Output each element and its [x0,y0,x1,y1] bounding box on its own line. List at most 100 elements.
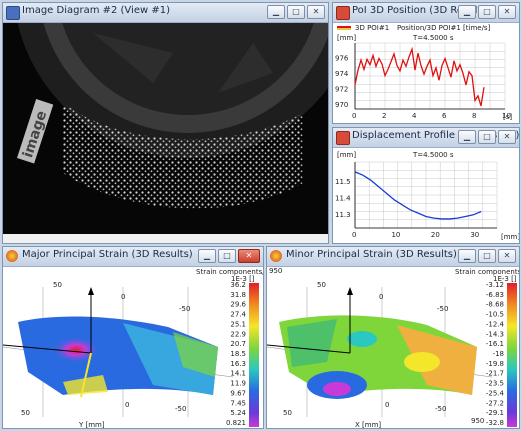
scale-unit: 1E-3 [] [493,275,517,283]
legend-marker: 3D POI#1 [355,24,389,32]
y-tick-label: 976 [335,55,349,63]
scale-label: Strain components/e3 [ [455,268,519,276]
y-tick-label: 11.5 [335,178,351,186]
minimize-button[interactable]: ▁ [458,5,476,19]
scale-tick-label: 5.24 [230,409,246,417]
axis-label: 50 [21,409,30,417]
scale-tick-label: 14.1 [230,370,246,378]
scale-tick-label: -6.83 [486,291,504,299]
image-window-titlebar[interactable]: Image Diagram #2 (View #1) ▁ □ ✕ [3,3,328,23]
axis-label: 50 [317,281,326,289]
maximize-button[interactable]: □ [287,5,305,19]
scale-tick-label: -10.5 [486,311,504,319]
axis-label: 50 [283,409,292,417]
tire-image: image [3,3,328,235]
x-axis-title: X [mm] [355,421,381,429]
poi-position-window[interactable]: PoI 3D Position (3D Results) ▁ □ ✕ 3D POI#… [332,2,520,124]
series-line [354,46,485,107]
axis-label: 950 [471,417,484,425]
x-tick-label: 4 [412,112,417,120]
displacement-line-chart: [mm] T=4.5000 s [mm] 0 10 20 30 11.3 11.4 11.5 [335,151,519,241]
disp-window-titlebar[interactable]: Displacement Profile (3D Results) ▁ □ ✕ [333,128,519,148]
scale-tick-label: -18 [493,350,504,358]
x-tick-label: 0 [352,112,356,120]
x-tick-label: 8 [472,112,476,120]
x-tick-label: 10 [502,112,511,120]
scale-tick-label: -3.12 [486,281,504,289]
scale-tick-label: 0.821 [226,419,246,427]
axis-label: -50 [175,405,186,413]
major-strain-window[interactable]: Major Principal Strain (3D Results) ▁ □ ✕ … [2,246,264,429]
minimize-button[interactable]: ▁ [198,249,216,263]
y-tick-label: 972 [335,86,348,94]
minimize-button[interactable]: ▁ [267,5,285,19]
axis-label: -50 [179,305,190,313]
poi-window-titlebar[interactable]: PoI 3D Position (3D Results) ▁ □ ✕ [333,3,519,23]
minor-window-title: Minor Principal Strain (3D Results) [286,249,457,260]
strain-window-icon [6,250,18,262]
series-line [354,171,482,220]
scale-tick-label: 36.2 [230,281,246,289]
scale-tick-label: 16.3 [230,360,246,368]
x-tick-label: 20 [431,231,440,239]
chart-time: T=4.5000 s [412,151,454,159]
scale-tick-label: -27.2 [486,399,504,407]
axis-label: 0 [385,401,389,409]
x-tick-label: 10 [391,231,400,239]
minor-window-titlebar[interactable]: Minor Principal Strain (3D Results) ▁ □ ✕ [267,247,519,267]
axis-label: 0 [379,293,383,301]
scale-tick-label: -16.1 [486,340,504,348]
axis-label: -50 [435,405,446,413]
maximize-button[interactable]: □ [478,130,496,144]
y-unit: [mm] [337,34,356,42]
displacement-window[interactable]: Displacement Profile (3D Results) ▁ □ ✕ [m… [332,127,520,244]
color-scale-bar [507,283,517,427]
close-button[interactable]: ✕ [307,5,325,19]
minor-strain-plot: Strain components/e3 [ 1E-3 [] -3.12 -6.8… [267,267,519,429]
scale-tick-label: 7.45 [230,399,246,407]
scale-tick-label: 25.1 [230,320,246,328]
axis-label: 50 [53,281,62,289]
minor-strain-window[interactable]: Minor Principal Strain (3D Results) ▁ □ ✕ … [266,246,520,429]
axis-label: 0 [121,293,125,301]
image-diagram-window[interactable]: Image Diagram #2 (View #1) ▁ □ ✕ image [2,2,329,244]
x-unit: [mm] [501,233,519,241]
scale-tick-label: 20.7 [230,340,246,348]
image-window-title: Image Diagram #2 (View #1) [22,5,170,16]
chart-window-icon [336,131,350,145]
y-unit: [mm] [337,151,356,159]
poi-line-chart: 3D POI#1 Position/3D POI#1 [time/s] [mm]… [335,24,512,121]
close-button[interactable]: ✕ [238,249,260,263]
y-tick-label: 970 [335,101,348,109]
close-button[interactable]: ✕ [498,249,516,263]
strain-window-icon [270,250,282,262]
scale-tick-label: -12.4 [486,320,505,328]
legend-label: Position/3D POI#1 [time/s] [397,24,491,32]
x-tick-label: 0 [352,231,356,239]
scale-tick-label: 18.5 [230,350,246,358]
major-strain-plot: Strain components/e1 [ 1E-3 [] 36.2 31.8 2… [3,268,263,428]
axis-label: -50 [437,305,448,313]
scale-tick-label: 27.4 [230,311,246,319]
scale-tick-label: -21.7 [486,370,504,378]
image-footer [3,234,328,243]
maximize-button[interactable]: □ [478,5,496,19]
maximize-button[interactable]: □ [478,249,496,263]
poi-window-title: PoI 3D Position (3D Results) [352,5,491,16]
scale-tick-label: 29.6 [230,301,246,309]
scale-tick-label: -19.8 [486,360,504,368]
minimize-button[interactable]: ▁ [458,249,476,263]
color-scale-bar [249,283,259,427]
scale-tick-label: 31.8 [230,291,246,299]
scale-tick-label: -23.5 [486,380,504,388]
scale-tick-label: -8.68 [486,301,504,309]
close-button[interactable]: ✕ [498,130,516,144]
major-window-titlebar[interactable]: Major Principal Strain (3D Results) ▁ □ ✕ [3,247,263,267]
y-tick-label: 974 [335,70,349,78]
scale-tick-label: -14.3 [486,330,504,338]
close-button[interactable]: ✕ [498,5,516,19]
scale-tick-label: -25.4 [486,389,505,397]
maximize-button[interactable]: □ [218,249,236,263]
minimize-button[interactable]: ▁ [458,130,476,144]
chart-window-icon [336,6,350,20]
